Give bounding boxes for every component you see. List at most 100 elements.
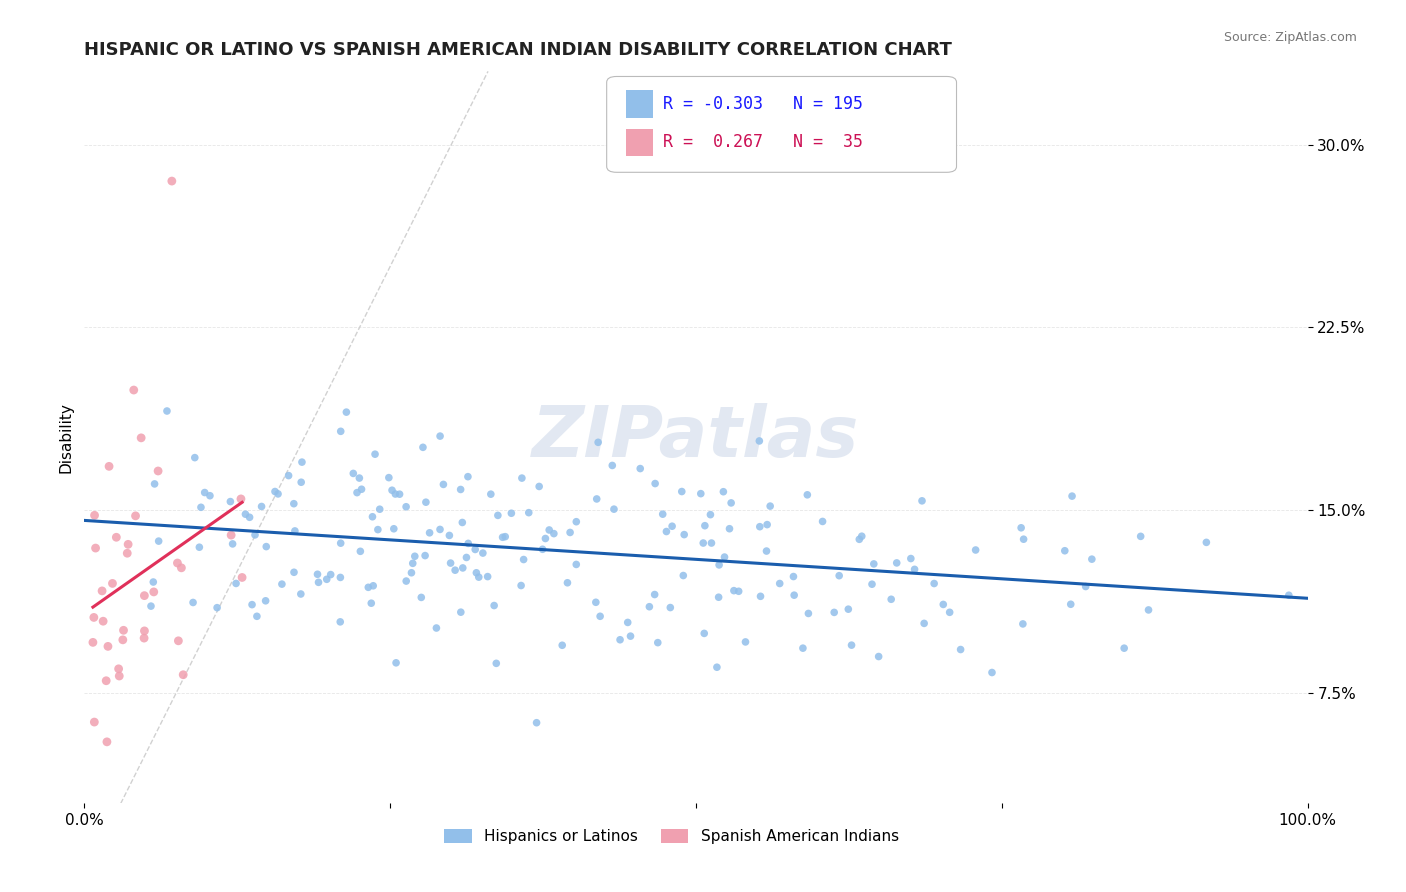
Point (132, 631, 155, 645)
Point (1278, 588, 1301, 602)
Point (82, 635, 104, 649)
Point (105, 530, 128, 544)
Point (1053, 543, 1076, 558)
Point (711, 484, 734, 499)
Point (491, 530, 513, 544)
FancyBboxPatch shape (626, 90, 654, 118)
Point (638, 599, 661, 614)
Point (644, 588, 666, 602)
Point (229, 491, 252, 506)
Point (329, 615, 352, 629)
Point (517, 506, 540, 520)
Point (315, 572, 337, 586)
Point (912, 616, 935, 631)
Point (689, 486, 711, 500)
Point (264, 484, 287, 499)
Point (291, 455, 314, 469)
Point (319, 567, 342, 582)
Point (349, 544, 371, 558)
Point (748, 434, 770, 448)
Point (471, 546, 494, 560)
Y-axis label: Disability: Disability (58, 401, 73, 473)
Point (651, 507, 673, 521)
Point (148, 534, 170, 549)
Point (429, 429, 451, 443)
Point (413, 549, 436, 563)
Legend: Hispanics or Latinos, Spanish American Indians: Hispanics or Latinos, Spanish American I… (439, 822, 905, 850)
Point (565, 515, 588, 529)
Point (402, 557, 425, 571)
Point (231, 570, 253, 584)
Point (512, 552, 534, 566)
Point (782, 569, 804, 583)
Point (868, 649, 890, 664)
Point (83, 508, 105, 523)
Point (456, 550, 478, 565)
Point (510, 471, 533, 485)
Point (482, 599, 505, 613)
Point (659, 600, 682, 615)
Point (811, 515, 834, 529)
Point (477, 569, 499, 583)
Point (769, 576, 792, 591)
Point (401, 566, 423, 580)
Point (938, 605, 960, 619)
Point (364, 447, 387, 461)
Point (759, 499, 782, 513)
Point (603, 502, 626, 516)
Point (429, 523, 451, 537)
Point (143, 477, 166, 491)
Point (329, 536, 352, 550)
Point (250, 500, 273, 514)
Point (543, 526, 565, 541)
Point (644, 476, 666, 491)
Point (425, 621, 447, 635)
Point (432, 477, 454, 491)
Point (486, 508, 509, 523)
Point (219, 528, 242, 542)
Point (828, 568, 851, 582)
Point (1060, 489, 1083, 503)
Point (465, 566, 488, 580)
Point (91, 614, 114, 628)
Point (551, 638, 574, 652)
Point (1074, 580, 1097, 594)
Point (225, 576, 247, 591)
Point (290, 587, 312, 601)
Point (97, 640, 120, 654)
Point (749, 590, 772, 604)
Point (290, 475, 312, 490)
Point (965, 543, 987, 558)
Point (160, 174, 183, 188)
Point (841, 638, 863, 652)
Point (367, 523, 389, 537)
Point (903, 562, 925, 576)
Text: HISPANIC OR LATINO VS SPANISH AMERICAN INDIAN DISABILITY CORRELATION CHART: HISPANIC OR LATINO VS SPANISH AMERICAN I… (84, 41, 952, 59)
Point (1081, 552, 1104, 566)
Point (628, 461, 651, 475)
Point (96, 673, 118, 688)
Point (117, 546, 139, 560)
Point (485, 657, 508, 671)
Point (170, 561, 193, 575)
Point (693, 626, 716, 640)
Point (792, 641, 814, 656)
Point (886, 556, 908, 570)
Point (439, 556, 461, 570)
Point (142, 585, 165, 599)
Point (349, 471, 371, 485)
Point (439, 528, 461, 542)
Point (534, 532, 557, 546)
Point (796, 488, 818, 502)
Point (900, 551, 922, 566)
Point (851, 529, 873, 543)
Point (181, 595, 204, 609)
Point (239, 510, 262, 524)
Point (283, 566, 305, 580)
Point (166, 556, 188, 570)
Point (713, 550, 735, 565)
Point (510, 578, 533, 592)
Point (360, 596, 382, 610)
Point (860, 577, 883, 591)
Point (457, 469, 479, 483)
